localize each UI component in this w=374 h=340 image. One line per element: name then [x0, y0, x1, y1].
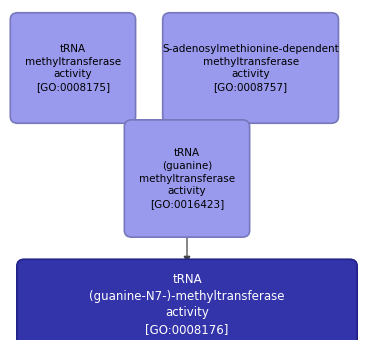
Text: S-adenosylmethionine-dependent
methyltransferase
activity
[GO:0008757]: S-adenosylmethionine-dependent methyltra… — [162, 44, 339, 92]
Text: tRNA
(guanine-N7-)-methyltransferase
activity
[GO:0008176]: tRNA (guanine-N7-)-methyltransferase act… — [89, 273, 285, 336]
Text: tRNA
methyltransferase
activity
[GO:0008175]: tRNA methyltransferase activity [GO:0008… — [25, 44, 121, 92]
FancyBboxPatch shape — [10, 13, 135, 123]
FancyBboxPatch shape — [124, 120, 249, 237]
Text: tRNA
(guanine)
methyltransferase
activity
[GO:0016423]: tRNA (guanine) methyltransferase activit… — [139, 148, 235, 209]
FancyBboxPatch shape — [163, 13, 338, 123]
FancyBboxPatch shape — [17, 259, 357, 340]
